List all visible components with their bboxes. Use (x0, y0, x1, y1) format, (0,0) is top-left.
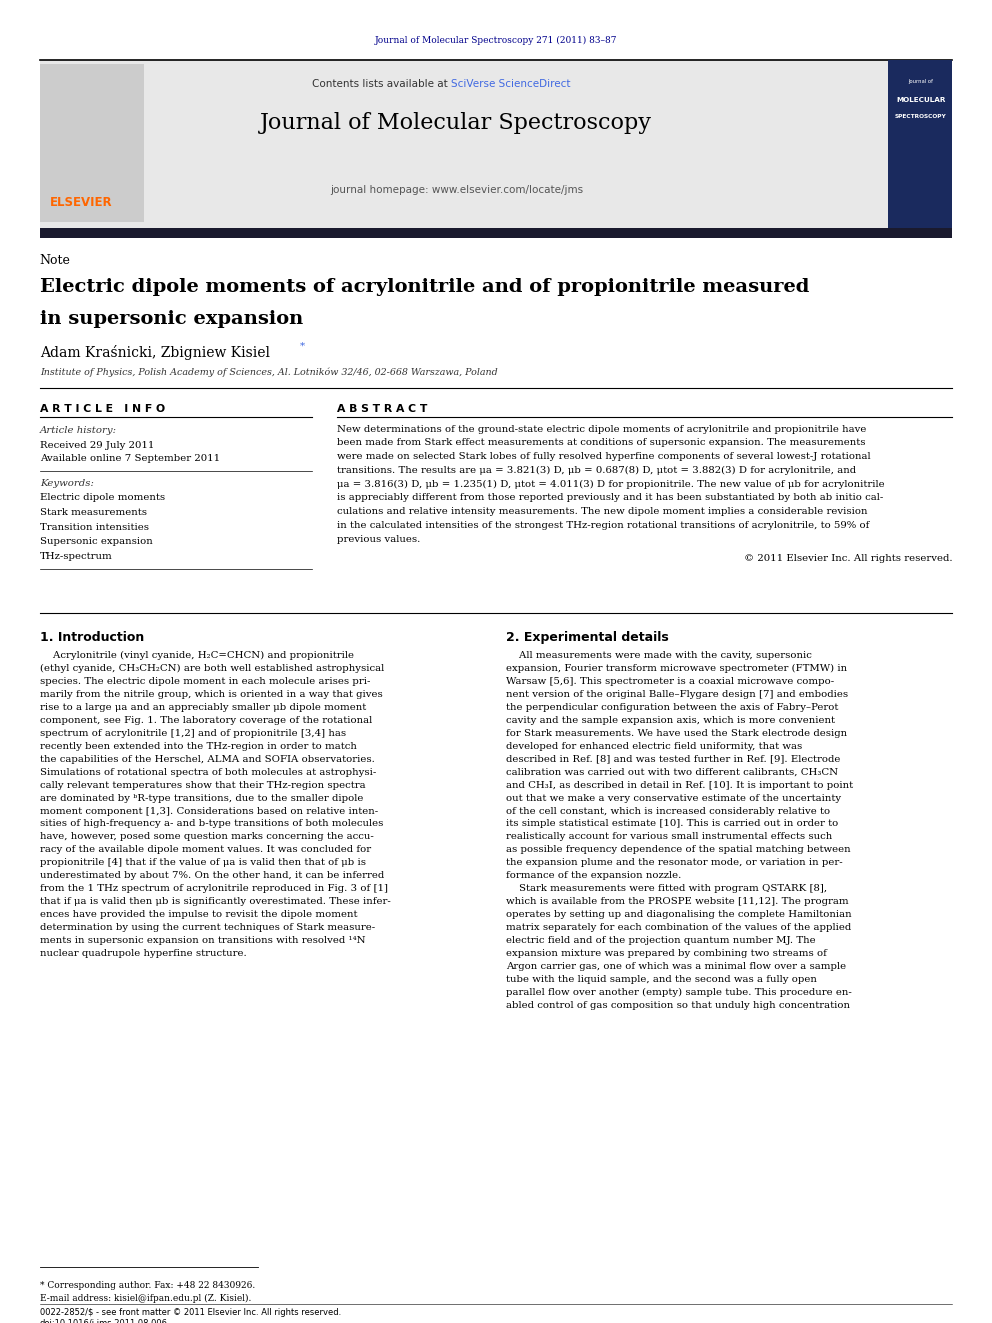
Text: Stark measurements: Stark measurements (40, 508, 147, 517)
Text: (ethyl cyanide, CH₃CH₂CN) are both well established astrophysical: (ethyl cyanide, CH₃CH₂CN) are both well … (40, 664, 384, 673)
Text: cavity and the sample expansion axis, which is more convenient: cavity and the sample expansion axis, wh… (506, 716, 835, 725)
Text: E-mail address: kisiel@ifpan.edu.pl (Z. Kisiel).: E-mail address: kisiel@ifpan.edu.pl (Z. … (40, 1294, 251, 1303)
Text: matrix separately for each combination of the values of the applied: matrix separately for each combination o… (506, 923, 851, 933)
Text: transitions. The results are μa = 3.821(3) D, μb = 0.687(8) D, μtot = 3.882(3) D: transitions. The results are μa = 3.821(… (337, 466, 856, 475)
Text: calibration was carried out with two different calibrants, CH₃CN: calibration was carried out with two dif… (506, 767, 838, 777)
Text: the expansion plume and the resonator mode, or variation in per-: the expansion plume and the resonator mo… (506, 859, 842, 868)
Text: MOLECULAR: MOLECULAR (896, 97, 945, 103)
Text: culations and relative intensity measurements. The new dipole moment implies a c: culations and relative intensity measure… (337, 507, 868, 516)
Text: 2. Experimental details: 2. Experimental details (506, 631, 669, 644)
Text: determination by using the current techniques of Stark measure-: determination by using the current techn… (40, 923, 375, 933)
Text: formance of the expansion nozzle.: formance of the expansion nozzle. (506, 872, 682, 880)
Text: were made on selected Stark lobes of fully resolved hyperfine components of seve: were made on selected Stark lobes of ful… (337, 452, 871, 462)
Text: rise to a large μa and an appreciably smaller μb dipole moment: rise to a large μa and an appreciably sm… (40, 703, 366, 712)
Text: Transition intensities: Transition intensities (40, 523, 149, 532)
Text: journal homepage: www.elsevier.com/locate/jms: journal homepage: www.elsevier.com/locat… (329, 185, 583, 196)
Text: is appreciably different from those reported previously and it has been substant: is appreciably different from those repo… (337, 493, 884, 503)
Text: expansion, Fourier transform microwave spectrometer (FTMW) in: expansion, Fourier transform microwave s… (506, 664, 847, 673)
Text: Journal of Molecular Spectroscopy: Journal of Molecular Spectroscopy (260, 112, 653, 135)
Text: operates by setting up and diagonalising the complete Hamiltonian: operates by setting up and diagonalising… (506, 910, 851, 919)
Text: ELSEVIER: ELSEVIER (50, 196, 112, 209)
Text: doi:10.1016/j.jms.2011.08.006: doi:10.1016/j.jms.2011.08.006 (40, 1319, 168, 1323)
Text: Note: Note (40, 254, 70, 267)
Text: Keywords:: Keywords: (40, 479, 93, 488)
Text: racy of the available dipole moment values. It was concluded for: racy of the available dipole moment valu… (40, 845, 371, 855)
Text: THz-spectrum: THz-spectrum (40, 552, 112, 561)
Text: * Corresponding author. Fax: +48 22 8430926.: * Corresponding author. Fax: +48 22 8430… (40, 1281, 255, 1290)
Text: cally relevant temperatures show that their THz-region spectra: cally relevant temperatures show that th… (40, 781, 365, 790)
Text: Contents lists available at: Contents lists available at (312, 79, 451, 90)
Text: the capabilities of the Herschel, ALMA and SOFIA observatories.: the capabilities of the Herschel, ALMA a… (40, 754, 375, 763)
Text: its simple statistical estimate [10]. This is carried out in order to: its simple statistical estimate [10]. Th… (506, 819, 838, 828)
Text: Journal of: Journal of (908, 79, 933, 85)
Text: sities of high-frequency a- and b-type transitions of both molecules: sities of high-frequency a- and b-type t… (40, 819, 383, 828)
Bar (888, 60, 952, 232)
Text: Available online 7 September 2011: Available online 7 September 2011 (40, 454, 220, 463)
Text: A R T I C L E   I N F O: A R T I C L E I N F O (40, 404, 165, 414)
Text: Received 29 July 2011: Received 29 July 2011 (40, 441, 154, 450)
Text: underestimated by about 7%. On the other hand, it can be inferred: underestimated by about 7%. On the other… (40, 872, 384, 880)
Text: electric field and of the projection quantum number MJ. The: electric field and of the projection qua… (506, 937, 815, 945)
Text: Argon carrier gas, one of which was a minimal flow over a sample: Argon carrier gas, one of which was a mi… (506, 962, 846, 971)
Text: in the calculated intensities of the strongest THz-region rotational transitions: in the calculated intensities of the str… (337, 521, 870, 531)
Text: © 2011 Elsevier Inc. All rights reserved.: © 2011 Elsevier Inc. All rights reserved… (744, 554, 952, 562)
Text: A B S T R A C T: A B S T R A C T (337, 404, 428, 414)
Text: All measurements were made with the cavity, supersonic: All measurements were made with the cavi… (506, 651, 811, 660)
Text: Institute of Physics, Polish Academy of Sciences, Al. Lotników 32/46, 02-668 War: Institute of Physics, Polish Academy of … (40, 368, 497, 377)
Text: nent version of the original Balle–Flygare design [7] and embodies: nent version of the original Balle–Flyga… (506, 689, 848, 699)
Text: Warsaw [5,6]. This spectrometer is a coaxial microwave compo-: Warsaw [5,6]. This spectrometer is a coa… (506, 677, 834, 685)
Text: Electric dipole moments of acrylonitrile and of propionitrile measured: Electric dipole moments of acrylonitrile… (40, 278, 809, 296)
Text: spectrum of acrylonitrile [1,2] and of propionitrile [3,4] has: spectrum of acrylonitrile [1,2] and of p… (40, 729, 346, 738)
Text: Acrylonitrile (vinyl cyanide, H₂C=CHCN) and propionitrile: Acrylonitrile (vinyl cyanide, H₂C=CHCN) … (40, 651, 354, 660)
Text: recently been extended into the THz-region in order to match: recently been extended into the THz-regi… (40, 742, 356, 750)
Text: μa = 3.816(3) D, μb = 1.235(1) D, μtot = 4.011(3) D for propionitrile. The new v: μa = 3.816(3) D, μb = 1.235(1) D, μtot =… (337, 480, 885, 488)
Text: marily from the nitrile group, which is oriented in a way that gives: marily from the nitrile group, which is … (40, 689, 383, 699)
Text: in supersonic expansion: in supersonic expansion (40, 310, 303, 328)
Text: developed for enhanced electric field uniformity, that was: developed for enhanced electric field un… (506, 742, 803, 750)
Text: 1. Introduction: 1. Introduction (40, 631, 144, 644)
Text: abled control of gas composition so that unduly high concentration: abled control of gas composition so that… (506, 1002, 850, 1009)
Text: out that we make a very conservative estimate of the uncertainty: out that we make a very conservative est… (506, 794, 841, 803)
Text: Electric dipole moments: Electric dipole moments (40, 493, 165, 503)
Text: Adam Kraśnicki, Zbigniew Kisiel: Adam Kraśnicki, Zbigniew Kisiel (40, 345, 270, 360)
Text: which is available from the PROSPE website [11,12]. The program: which is available from the PROSPE websi… (506, 897, 848, 906)
Text: moment component [1,3]. Considerations based on relative inten-: moment component [1,3]. Considerations b… (40, 807, 378, 815)
Bar (40, 64, 144, 222)
Text: of the cell constant, which is increased considerably relative to: of the cell constant, which is increased… (506, 807, 830, 815)
Text: been made from Stark effect measurements at conditions of supersonic expansion. : been made from Stark effect measurements… (337, 438, 866, 447)
Text: parallel flow over another (empty) sample tube. This procedure en-: parallel flow over another (empty) sampl… (506, 988, 852, 998)
Text: expansion mixture was prepared by combining two streams of: expansion mixture was prepared by combin… (506, 949, 826, 958)
Text: and CH₃I, as described in detail in Ref. [10]. It is important to point: and CH₃I, as described in detail in Ref.… (506, 781, 853, 790)
Text: New determinations of the ground-state electric dipole moments of acrylonitrile : New determinations of the ground-state e… (337, 425, 867, 434)
Text: nuclear quadrupole hyperfine structure.: nuclear quadrupole hyperfine structure. (40, 949, 246, 958)
Text: are dominated by ᵇR-type transitions, due to the smaller dipole: are dominated by ᵇR-type transitions, du… (40, 794, 363, 803)
Text: Stark measurements were fitted with program QSTARK [8],: Stark measurements were fitted with prog… (506, 884, 827, 893)
Text: propionitrile [4] that if the value of μa is valid then that of μb is: propionitrile [4] that if the value of μ… (40, 859, 366, 868)
Text: *: * (300, 341, 305, 351)
Text: SPECTROSCOPY: SPECTROSCOPY (895, 114, 946, 119)
Text: ences have provided the impulse to revisit the dipole moment: ences have provided the impulse to revis… (40, 910, 357, 919)
Text: tube with the liquid sample, and the second was a fully open: tube with the liquid sample, and the sec… (506, 975, 816, 984)
Text: that if μa is valid then μb is significantly overestimated. These infer-: that if μa is valid then μb is significa… (40, 897, 391, 906)
Text: component, see Fig. 1. The laboratory coverage of the rotational: component, see Fig. 1. The laboratory co… (40, 716, 372, 725)
Text: Supersonic expansion: Supersonic expansion (40, 537, 153, 546)
Text: the perpendicular configuration between the axis of Fabry–Perot: the perpendicular configuration between … (506, 703, 838, 712)
Text: Simulations of rotational spectra of both molecules at astrophysi-: Simulations of rotational spectra of bot… (40, 767, 376, 777)
Bar (40, 228, 952, 238)
Bar (40, 60, 888, 232)
Text: have, however, posed some question marks concerning the accu-: have, however, posed some question marks… (40, 832, 373, 841)
Text: SciVerse ScienceDirect: SciVerse ScienceDirect (451, 79, 570, 90)
Text: ments in supersonic expansion on transitions with resolved ¹⁴N: ments in supersonic expansion on transit… (40, 937, 365, 945)
Text: Article history:: Article history: (40, 426, 117, 435)
Text: from the 1 THz spectrum of acrylonitrile reproduced in Fig. 3 of [1]: from the 1 THz spectrum of acrylonitrile… (40, 884, 388, 893)
Text: realistically account for various small instrumental effects such: realistically account for various small … (506, 832, 832, 841)
Text: Journal of Molecular Spectroscopy 271 (2011) 83–87: Journal of Molecular Spectroscopy 271 (2… (375, 36, 617, 45)
Text: described in Ref. [8] and was tested further in Ref. [9]. Electrode: described in Ref. [8] and was tested fur… (506, 754, 840, 763)
Text: for Stark measurements. We have used the Stark electrode design: for Stark measurements. We have used the… (506, 729, 847, 738)
Text: species. The electric dipole moment in each molecule arises pri-: species. The electric dipole moment in e… (40, 677, 370, 685)
Text: 0022-2852/$ - see front matter © 2011 Elsevier Inc. All rights reserved.: 0022-2852/$ - see front matter © 2011 El… (40, 1308, 341, 1318)
Text: previous values.: previous values. (337, 534, 421, 544)
Text: as possible frequency dependence of the spatial matching between: as possible frequency dependence of the … (506, 845, 850, 855)
